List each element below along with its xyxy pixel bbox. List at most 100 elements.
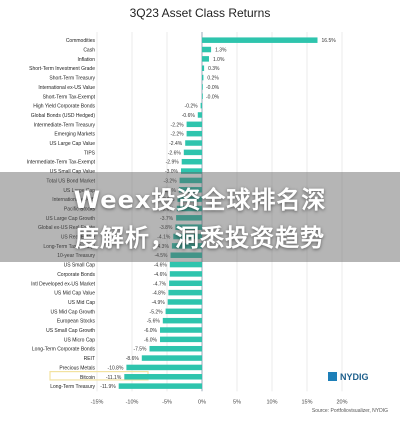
value-label: -4.8%	[152, 291, 166, 297]
chart-title: 3Q23 Asset Class Returns	[129, 6, 271, 20]
value-label: 1.0%	[213, 57, 225, 63]
bar-23	[170, 252, 202, 258]
value-label: -8.6%	[126, 356, 140, 362]
value-label: -3.0%	[165, 169, 179, 175]
bar-15	[179, 177, 202, 184]
category-label: Bitcoin	[80, 375, 95, 381]
category-label: Long-Term Treasury	[50, 384, 95, 390]
category-label: International ex-US Value	[38, 85, 95, 91]
x-tick-label: 0%	[198, 399, 206, 405]
bar-4	[202, 74, 204, 81]
bar-24	[169, 261, 202, 268]
category-label: REIT	[84, 356, 95, 362]
bar-14	[181, 168, 202, 174]
bar-16	[178, 187, 202, 193]
category-label: Corporate Bonds	[57, 272, 95, 278]
bar-5	[202, 84, 203, 90]
value-label: -11.1%	[106, 375, 122, 381]
value-label: 0.2%	[207, 76, 219, 82]
bar-0	[202, 37, 318, 43]
category-label: Commodities	[66, 38, 96, 44]
value-label: -2.9%	[166, 160, 180, 166]
value-label: -3.2%	[164, 178, 178, 184]
value-label: -4.5%	[154, 253, 168, 259]
value-label: -2.2%	[171, 132, 185, 138]
value-label: -0.0%	[206, 94, 220, 100]
value-label: -6.0%	[144, 328, 158, 334]
value-label: -4.1%	[157, 235, 171, 241]
bar-12	[183, 149, 202, 156]
category-label: Short-Term Treasury	[49, 76, 95, 82]
x-tick-label: 15%	[301, 399, 312, 405]
watermark-line-1: Weex投资全球排名深	[73, 186, 327, 214]
value-label: -0.6%	[182, 113, 196, 119]
category-label: Intermediate-Term Tax-Exempt	[27, 160, 96, 166]
category-label: US Small Cap	[64, 263, 96, 269]
watermark-line-2: 度解析，洞悉投资趋势	[75, 224, 325, 252]
value-label: -4.7%	[153, 281, 167, 287]
value-label: -4.6%	[154, 263, 168, 269]
x-tick-label: -15%	[91, 399, 104, 405]
bar-18	[176, 205, 202, 212]
value-label: -3.5%	[161, 197, 175, 203]
bar-2	[202, 56, 209, 62]
category-label: International ex-US	[52, 197, 95, 203]
category-label: US Small Cap Growth	[46, 328, 95, 334]
bar-25	[169, 271, 202, 277]
value-label: -4.3%	[156, 244, 170, 250]
x-tick-label: -10%	[126, 399, 139, 405]
value-label: -5.2%	[150, 309, 164, 315]
x-tick-label: 5%	[233, 399, 241, 405]
brand-logo: NYDIG	[328, 372, 369, 382]
category-label: Long-Term Tax-Exempt	[43, 244, 95, 250]
category-label: US Large Cap Value	[50, 141, 96, 147]
value-label: -11.9%	[100, 384, 116, 390]
value-label: -2.4%	[169, 141, 183, 147]
bar-19	[176, 215, 202, 221]
bar-11	[185, 140, 202, 146]
bar-10	[186, 130, 202, 137]
category-label: Emerging Markets	[54, 132, 95, 138]
value-label: -0.2%	[185, 104, 199, 110]
bar-30	[162, 317, 202, 324]
category-label: Inflation	[77, 57, 95, 63]
bar-35	[126, 364, 202, 371]
category-label: TIPS	[84, 150, 96, 156]
bar-3	[202, 65, 205, 71]
value-label: -6.0%	[144, 337, 158, 343]
category-label: US Small Cap Value	[50, 169, 95, 175]
value-label: 16.5%	[322, 38, 337, 44]
bar-37	[118, 383, 202, 389]
category-label: Precious Metals	[59, 365, 95, 371]
bar-8	[197, 112, 202, 118]
category-label: Global ex-US Real Estate	[38, 225, 95, 231]
brand-logo-icon	[328, 372, 337, 381]
bar-31	[160, 327, 202, 333]
bar-7	[200, 102, 202, 109]
category-label: Short-Term Tax-Exempt	[43, 94, 96, 100]
value-label: -10.8%	[108, 365, 124, 371]
bar-21	[173, 233, 202, 240]
watermark-overlay	[0, 172, 400, 262]
value-label: -3.3%	[163, 188, 177, 194]
category-label: Pacific Stocks	[64, 206, 96, 212]
category-label: US Micro Cap	[64, 337, 95, 343]
category-label: US Real Estate	[61, 235, 95, 241]
category-label: Intermediate-Term Treasury	[34, 122, 96, 128]
bar-17	[177, 196, 202, 202]
category-label: US Large Cap	[63, 188, 95, 194]
category-label: US Mid Cap Value	[54, 291, 95, 297]
x-tick-label: -5%	[162, 399, 172, 405]
source-note: Source: Portfoliovisualizer, NYDIG	[311, 408, 388, 414]
value-label: -5.6%	[147, 319, 161, 325]
bar-6	[202, 93, 203, 100]
category-label: European Stocks	[57, 319, 96, 325]
bar-22	[171, 243, 202, 249]
value-label: -4.6%	[154, 272, 168, 278]
category-label: 10-year Treasury	[57, 253, 95, 259]
value-label: -7.5%	[133, 347, 147, 353]
bar-32	[160, 336, 202, 343]
bar-29	[165, 308, 202, 315]
value-label: -2.2%	[171, 122, 185, 128]
bar-33	[149, 345, 202, 352]
